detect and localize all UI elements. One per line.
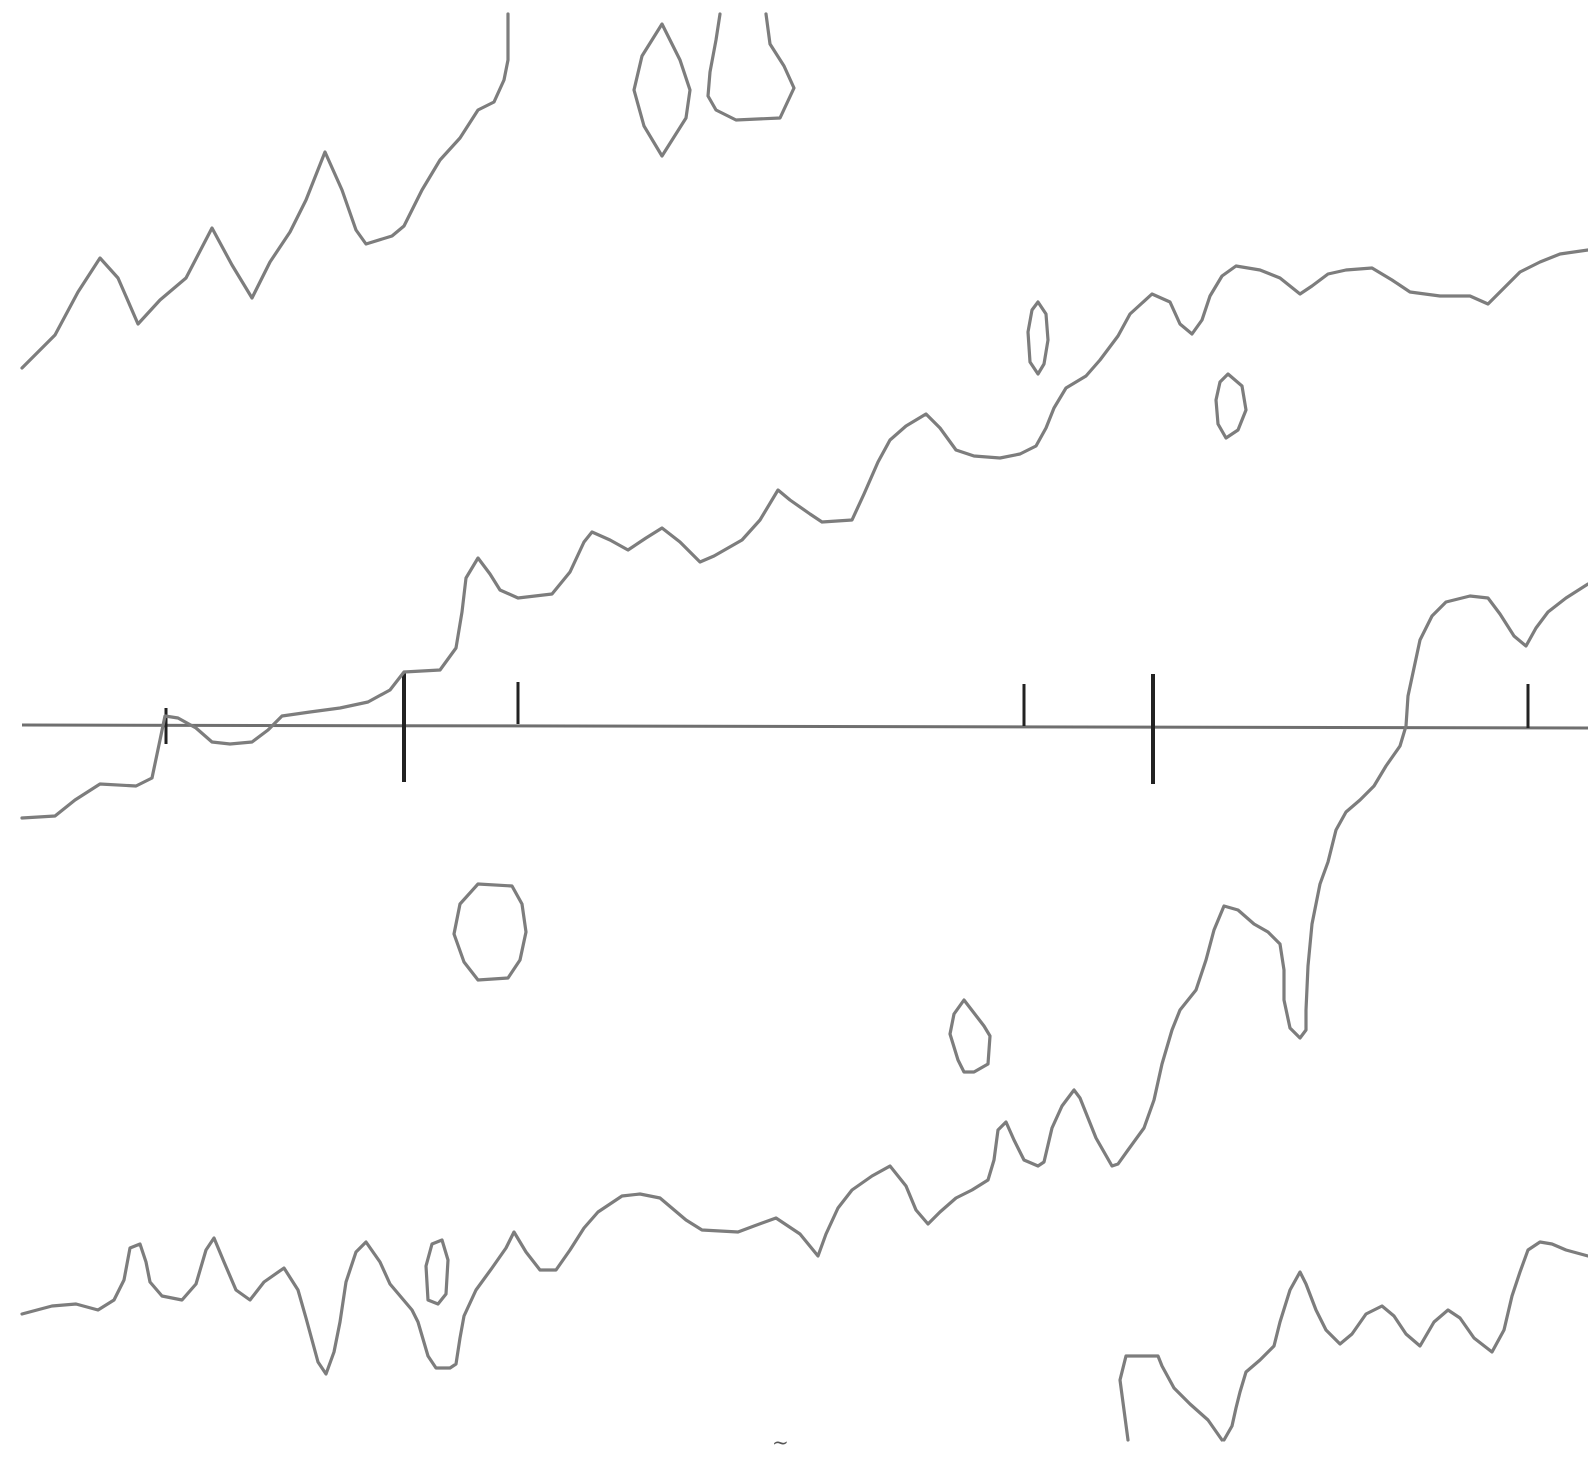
horizontal-axis-line bbox=[21, 723, 1588, 730]
contour-loop-lower-1 bbox=[452, 882, 528, 982]
contour-loop-lower-2 bbox=[948, 998, 992, 1074]
contour-line-lower-right bbox=[20, 582, 1588, 1376]
contour-line-middle-rising bbox=[20, 248, 1588, 820]
contour-line-bottom-right bbox=[1222, 1240, 1588, 1442]
contour-line-bottom-step bbox=[1118, 1354, 1224, 1442]
contour-loop-top-1 bbox=[632, 22, 692, 158]
contour-line-upper-left bbox=[20, 12, 510, 370]
contour-loop-lower-3 bbox=[424, 1238, 450, 1306]
bottom-glyph: ~ bbox=[772, 1430, 789, 1454]
contour-line-top-u bbox=[706, 12, 796, 122]
contour-loop-mid-1 bbox=[1026, 300, 1050, 376]
contour-loop-mid-2 bbox=[1214, 372, 1248, 440]
